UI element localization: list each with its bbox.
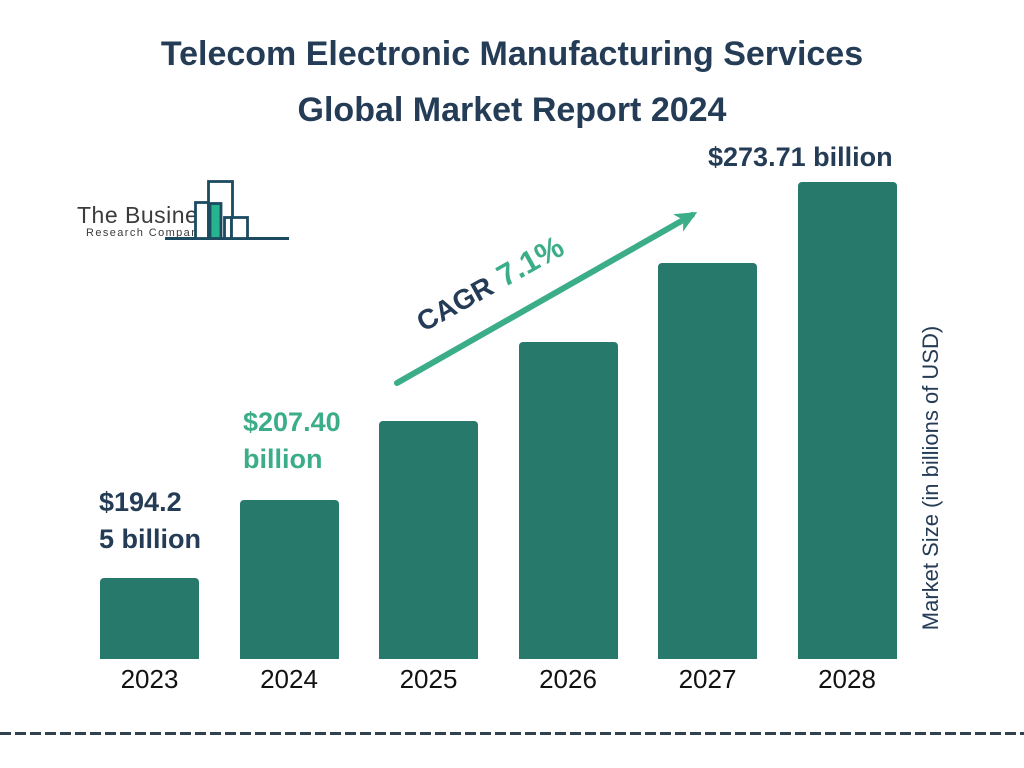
- page-title-line1: Telecom Electronic Manufacturing Service…: [160, 35, 864, 73]
- value-label-2024: $207.40 billion: [243, 404, 341, 478]
- x-tick-2026: 2026: [539, 664, 597, 694]
- page-title-line2: Global Market Report 2024: [297, 91, 727, 129]
- bar-2026: [518, 342, 618, 659]
- value-label-2023: $194.2 5 billion: [99, 484, 201, 558]
- growth-arrow: [394, 212, 698, 386]
- bar-2028: [797, 182, 897, 659]
- value-label-2028: $273.71 billion: [708, 142, 893, 172]
- logo-company-subname: Research Company: [86, 227, 206, 239]
- bar-2024: [239, 500, 339, 659]
- bar-2025: [379, 421, 478, 659]
- logo-skyline-icon: [165, 180, 289, 240]
- value-label-2024-line1: $207.40: [243, 407, 341, 437]
- bar-2023: [100, 578, 199, 659]
- x-tick-2025: 2025: [399, 664, 458, 694]
- value-label-2023-line2: 5 billion: [99, 524, 202, 554]
- y-axis-label: Market Size (in billions of USD): [918, 325, 943, 631]
- page-title: Telecom Electronic Manufacturing Service…: [0, 26, 1024, 138]
- bar-2027: [658, 263, 757, 659]
- x-tick-2027: 2027: [678, 664, 737, 694]
- bottom-dashed-divider: [0, 732, 1024, 735]
- x-tick-2028: 2028: [818, 664, 876, 694]
- value-label-2024-line2: billion: [243, 444, 323, 474]
- x-tick-2023: 2023: [120, 664, 179, 694]
- x-tick-2024: 2024: [260, 664, 318, 694]
- value-label-2023-line1: $194.2: [99, 487, 182, 517]
